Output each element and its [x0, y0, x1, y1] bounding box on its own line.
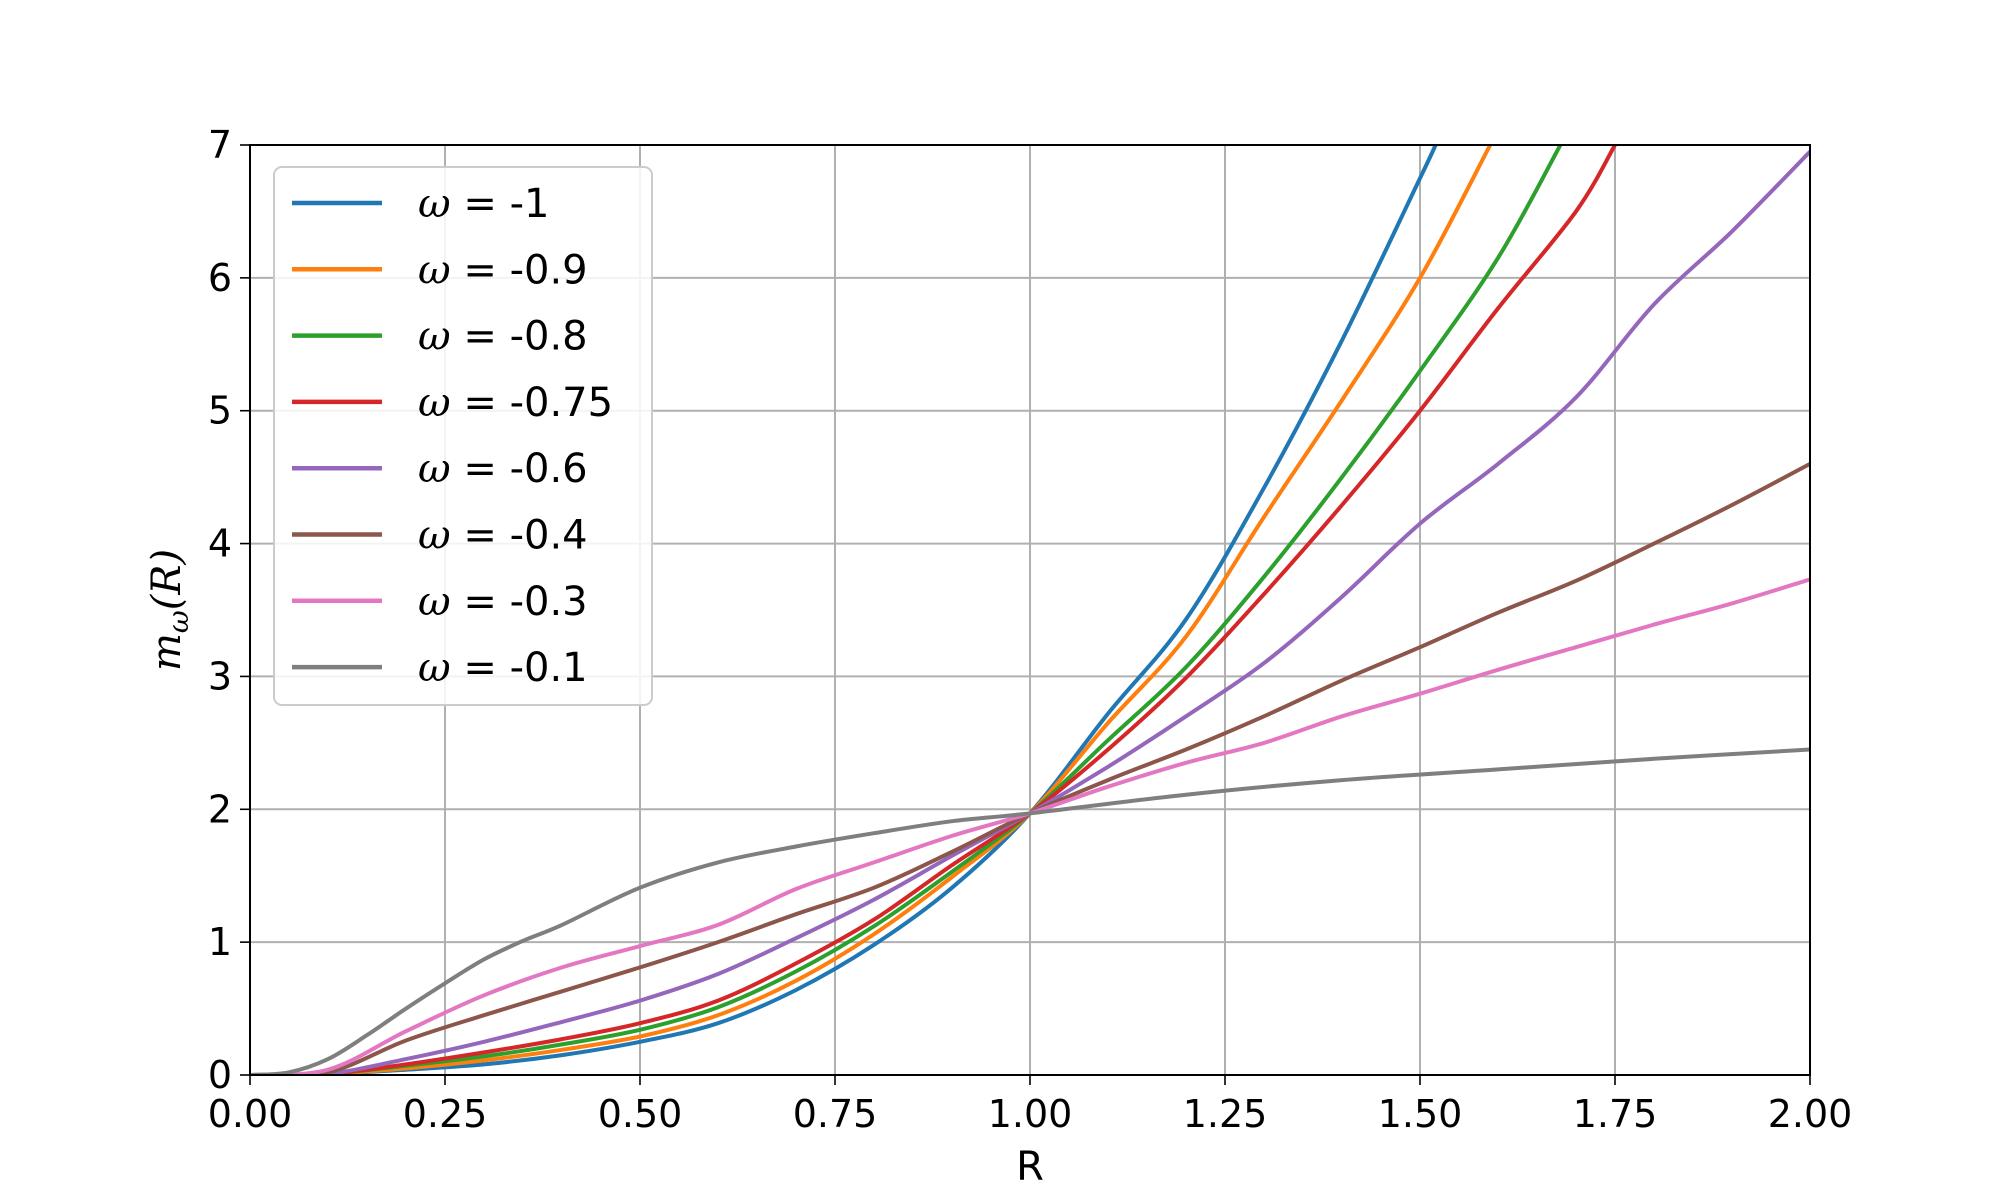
legend-omega-symbol: ω: [418, 579, 451, 625]
x-tick-label: 0.00: [208, 1092, 293, 1136]
legend-value: = -0.3: [451, 579, 588, 625]
series-line-1: [250, 145, 1438, 1075]
y-tick-label: 5: [208, 389, 232, 433]
series-line-2: [250, 145, 1492, 1075]
x-tick-label: 1.25: [1183, 1092, 1268, 1136]
legend-value: = -1: [451, 181, 550, 227]
series-line-3: [250, 145, 1563, 1075]
legend-omega-symbol: ω: [418, 314, 451, 360]
y-axis-label-sub: ω: [162, 610, 195, 633]
legend-label-6: ω = -0.4: [418, 513, 588, 559]
series-line-5: [250, 150, 1810, 1075]
x-axis-label: R: [1016, 1144, 1044, 1190]
legend-label-4: ω = -0.75: [418, 380, 613, 426]
x-tick-label: 2.00: [1768, 1092, 1853, 1136]
legend-omega-symbol: ω: [418, 181, 451, 227]
y-tick-label: 4: [208, 522, 232, 566]
legend-value: = -0.1: [451, 645, 588, 691]
x-tick-label: 0.50: [598, 1092, 683, 1136]
legend-value: = -0.75: [451, 380, 613, 426]
legend-value: = -0.9: [451, 247, 588, 293]
y-tick-label: 0: [208, 1053, 232, 1097]
series-line-4: [250, 145, 1617, 1075]
series-line-8: [250, 747, 1810, 1075]
y-axis-label: mω(R): [144, 549, 195, 671]
y-tick-label: 2: [208, 787, 232, 831]
x-tick-label: 0.75: [793, 1092, 878, 1136]
y-tick-label: 1: [208, 920, 232, 964]
y-tick-label: 3: [208, 654, 232, 698]
legend-label-7: ω = -0.3: [418, 579, 588, 625]
y-tick-label: 6: [208, 256, 232, 300]
x-tick-label: 0.25: [403, 1092, 488, 1136]
axis-ticks: 0.00 0.25 0.50 0.75 1.00 1.25 1.50 1.75 2.00 0 1 2 3…: [208, 123, 1853, 1136]
legend-omega-symbol: ω: [418, 247, 451, 293]
y-tick-label: 7: [208, 123, 232, 167]
y-axis-label-tail: (R): [144, 549, 190, 610]
legend-label-1: ω = -1: [418, 181, 549, 227]
legend-value: = -0.4: [451, 513, 588, 559]
y-axis-label-main: m: [144, 633, 190, 671]
legend-label-2: ω = -0.9: [418, 247, 588, 293]
x-tick-label: 1.50: [1378, 1092, 1463, 1136]
legend-omega-symbol: ω: [418, 645, 451, 691]
series-layer: [250, 145, 1810, 1075]
legend-label-8: ω = -0.1: [418, 645, 588, 691]
legend-value: = -0.8: [451, 314, 588, 360]
legend-label-3: ω = -0.8: [418, 314, 588, 360]
legend-box: [273, 166, 653, 706]
x-tick-label: 1.00: [988, 1092, 1073, 1136]
legend-omega-symbol: ω: [418, 513, 451, 559]
x-tick-label: 1.75: [1573, 1092, 1658, 1136]
legend: ω = -1ω = -0.9ω = -0.8ω = -0.75ω = -0.6ω…: [273, 166, 653, 706]
legend-omega-symbol: ω: [418, 446, 451, 492]
legend-omega-symbol: ω: [418, 380, 451, 426]
legend-label-5: ω = -0.6: [418, 446, 588, 492]
legend-value: = -0.6: [451, 446, 588, 492]
